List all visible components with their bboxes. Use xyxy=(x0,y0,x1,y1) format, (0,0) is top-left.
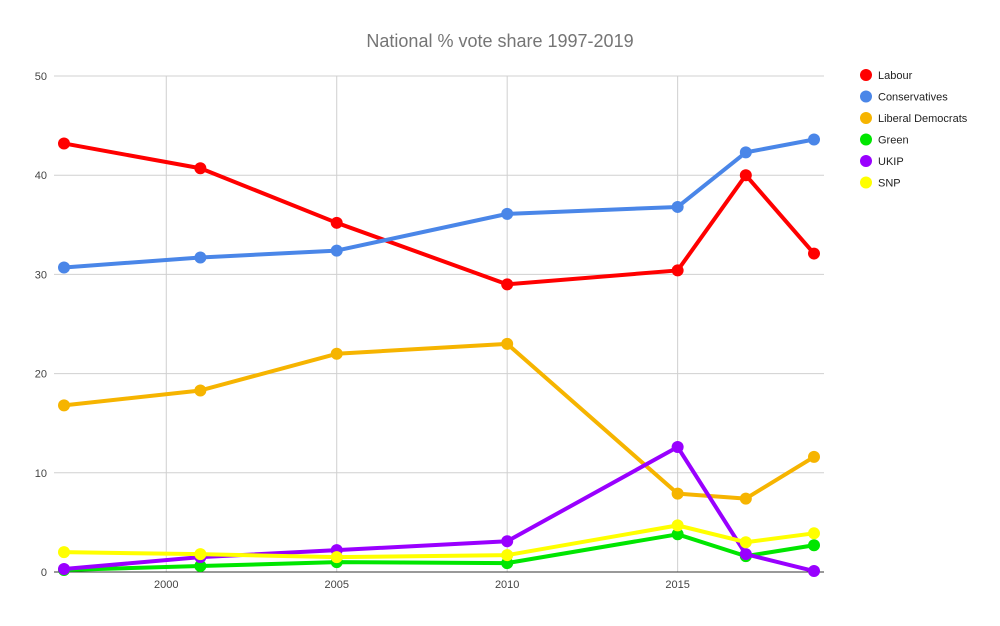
y-tick-label: 30 xyxy=(35,269,47,281)
legend-label: UKIP xyxy=(878,156,904,168)
data-point xyxy=(739,536,752,549)
data-point xyxy=(194,251,207,264)
legend-label: SNP xyxy=(878,178,901,190)
x-tick-label: 2005 xyxy=(324,579,348,591)
chart-title: National % vote share 1997-2019 xyxy=(366,31,633,51)
legend-marker xyxy=(860,69,872,81)
y-tick-label: 20 xyxy=(35,369,47,381)
data-point xyxy=(739,548,752,561)
series-line-liberal-democrats xyxy=(63,341,816,501)
data-point xyxy=(58,546,70,559)
data-point xyxy=(194,384,207,397)
data-point xyxy=(501,535,514,548)
data-point xyxy=(808,247,820,260)
legend-label: Liberal Democrats xyxy=(878,113,968,125)
data-point xyxy=(501,337,514,350)
y-tick-label: 10 xyxy=(35,468,47,480)
data-point xyxy=(808,565,820,578)
data-point xyxy=(671,200,684,213)
data-point xyxy=(330,216,343,229)
data-point xyxy=(808,450,820,463)
legend-label: Labour xyxy=(878,70,913,82)
series-line-labour xyxy=(63,141,816,287)
y-tick-label: 0 xyxy=(41,567,47,579)
data-point xyxy=(501,207,514,220)
data-point xyxy=(808,539,820,552)
legend-label: Green xyxy=(878,135,909,147)
x-tick-label: 2010 xyxy=(495,579,519,591)
data-point xyxy=(330,244,343,257)
data-point xyxy=(671,528,684,541)
data-point xyxy=(808,527,820,540)
x-tick-label: 2000 xyxy=(154,579,178,591)
data-point xyxy=(671,487,684,500)
legend-marker xyxy=(860,155,872,167)
y-tick-label: 40 xyxy=(35,170,47,182)
data-point xyxy=(58,563,70,576)
legend-marker xyxy=(860,112,872,124)
data-point xyxy=(194,548,207,561)
data-point xyxy=(330,551,343,564)
legend-marker xyxy=(860,133,872,146)
data-point xyxy=(501,549,514,562)
data-point xyxy=(808,133,820,146)
legend-marker xyxy=(860,176,872,189)
data-point xyxy=(501,278,514,291)
data-point xyxy=(58,399,70,412)
data-point xyxy=(739,169,752,182)
data-point xyxy=(671,519,684,532)
series-line-conservatives xyxy=(63,137,815,270)
data-point xyxy=(194,560,207,573)
legend-marker xyxy=(860,90,872,103)
data-point xyxy=(58,261,70,274)
data-point xyxy=(58,137,70,150)
x-tick-label: 2015 xyxy=(665,579,689,591)
data-point xyxy=(739,146,752,159)
data-point xyxy=(739,492,752,505)
y-tick-label: 50 xyxy=(35,71,47,83)
legend-label: Conservatives xyxy=(878,92,948,104)
data-point xyxy=(330,347,343,360)
data-point xyxy=(194,162,207,175)
data-point xyxy=(671,441,684,454)
data-point xyxy=(671,264,684,277)
